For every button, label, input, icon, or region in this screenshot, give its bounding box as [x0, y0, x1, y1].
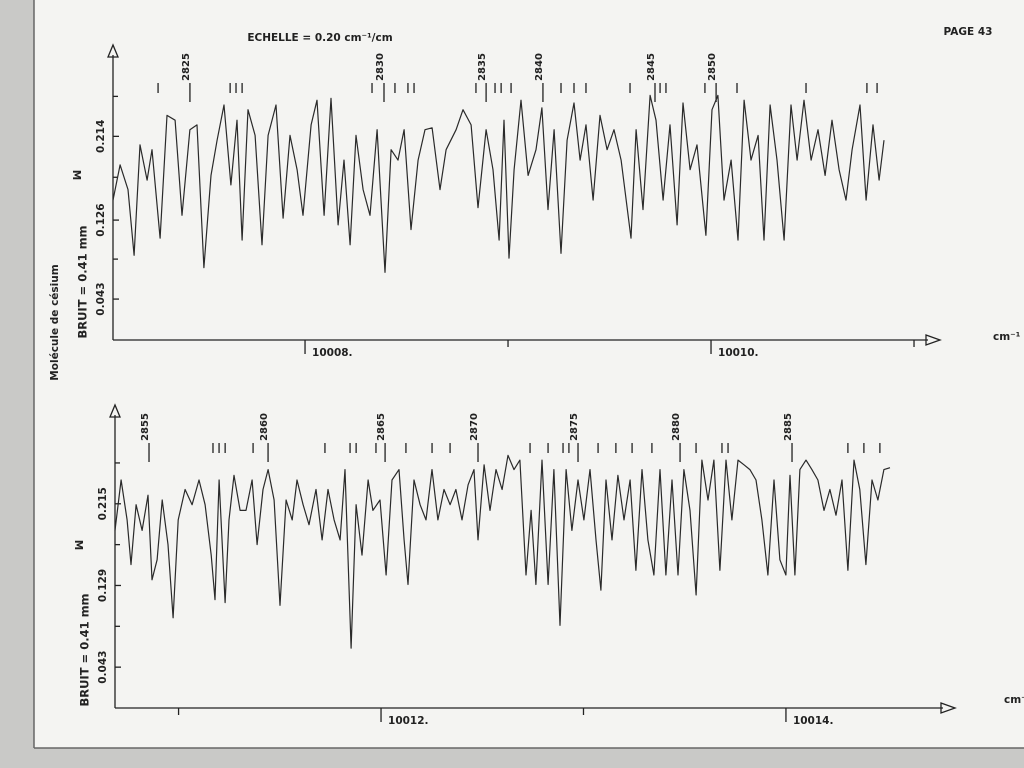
x-axis-arrow: [925, 334, 942, 346]
y-axis-arrow: [109, 403, 121, 418]
y-tick-label: 0.214: [95, 120, 107, 153]
x-axis-label: cm⁻¹: [1004, 694, 1024, 706]
y-tick-label: 0.215: [97, 487, 109, 520]
y-tick-label: 0.043: [95, 282, 107, 315]
y-tick-label: 0.043: [97, 651, 109, 684]
y-tick-label: 0.129: [97, 569, 109, 602]
x-axis-label: cm⁻¹: [993, 331, 1021, 343]
line-id-label: 2870: [469, 413, 480, 441]
x-axis-arrow: [940, 702, 957, 714]
line-id-label: 2860: [259, 413, 270, 441]
line-id-label: 2850: [707, 53, 718, 81]
chart-title: ECHELLE = 0.20 cm⁻¹/cm: [247, 32, 392, 44]
x-tick-label: 10008.: [312, 347, 353, 359]
line-id-label: 2885: [783, 413, 794, 441]
line-id-label: 2835: [477, 53, 488, 81]
line-id-label: 2880: [671, 413, 682, 441]
line-id-label: 2840: [534, 53, 545, 81]
page-label: PAGE 43: [944, 26, 993, 38]
line-id-label: 2865: [376, 413, 387, 441]
line-id-label: 2855: [140, 413, 151, 441]
line-id-label: 2875: [569, 413, 580, 441]
spectrum-trace: [112, 94, 885, 273]
x-tick-label: 10014.: [793, 715, 834, 727]
spectrum-trace: [114, 454, 891, 649]
y-tick-label: 0.126: [95, 203, 107, 236]
line-id-label: 2825: [181, 53, 192, 81]
paper: [34, 0, 1024, 748]
y-axis-arrow: [107, 43, 119, 58]
x-tick-label: 10010.: [718, 347, 759, 359]
y-axis-label: BRUIT = 0.41 mm: [76, 225, 90, 338]
y-marker: M: [72, 540, 84, 550]
side-label: Molécule de césium: [49, 264, 61, 380]
line-id-label: 2845: [646, 53, 657, 81]
line-id-label: 2830: [375, 53, 386, 81]
x-tick-label: 10012.: [388, 715, 429, 727]
y-axis-label: BRUIT = 0.41 mm: [78, 593, 92, 706]
y-marker: M: [70, 170, 82, 180]
